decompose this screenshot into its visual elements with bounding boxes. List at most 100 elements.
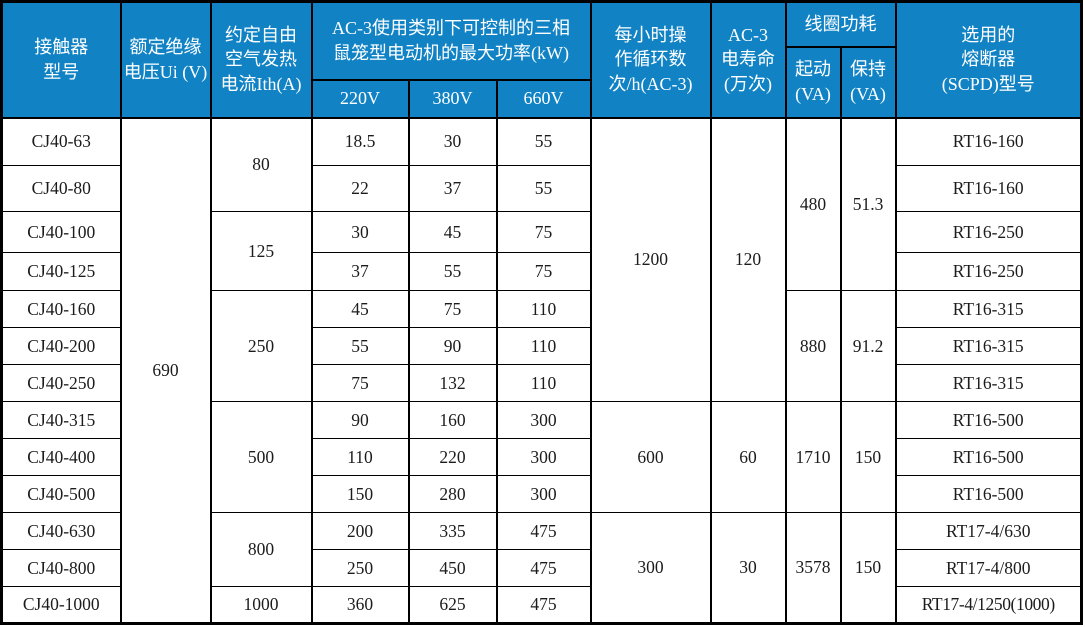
table-row: CJ40-800 250 450 475 RT17-4/800 [0, 549, 1083, 587]
cell-electrical-life: 120 [709, 117, 787, 402]
cell-coil-start: 1710 [784, 401, 842, 513]
cell-operating-cycles: 300 [589, 512, 712, 624]
cell-fuse: RT16-315 [894, 364, 1083, 402]
cell-coil-hold: 150 [839, 401, 897, 513]
col-header-380v: 380V [407, 78, 498, 119]
table-row: CJ40-1000 1000 360 625 475 RT17-4/1250(1… [0, 586, 1083, 624]
cell-power-220: 150 [310, 475, 410, 513]
cell-power-380: 280 [407, 475, 498, 513]
cell-electrical-life: 60 [709, 401, 787, 513]
table-row: CJ40-400 110 220 300 RT16-500 [0, 438, 1083, 476]
col-header-660v: 660V [495, 78, 592, 119]
table-row: CJ40-630 800 200 335 475 300 30 3578 150… [0, 512, 1083, 624]
cell-thermal-current: 1000 [209, 586, 313, 624]
col-header-insulation-voltage: 额定绝缘 电压Ui (V) [119, 0, 212, 119]
cell-fuse: RT16-250 [894, 211, 1083, 253]
cell-power-220: 45 [310, 290, 410, 328]
table-body: CJ40-63 690 80 18.5 30 55 1200 120 480 5… [0, 117, 1083, 624]
col-header-max-power-group: AC-3使用类别下可控制的三相 鼠笼型电动机的最大功率(kW) [310, 0, 592, 81]
cell-model: CJ40-1000 [0, 586, 122, 624]
table-row: CJ40-250 75 132 110 RT16-315 [0, 364, 1083, 402]
cell-power-380: 160 [407, 401, 498, 439]
cell-electrical-life: 30 [709, 512, 787, 624]
cell-power-220: 360 [310, 586, 410, 624]
cell-power-380: 625 [407, 586, 498, 624]
cell-insulation-voltage: 690 [119, 117, 212, 624]
cell-power-660: 110 [495, 327, 592, 365]
cell-power-380: 37 [407, 165, 498, 212]
cell-power-380: 30 [407, 117, 498, 166]
col-header-220v: 220V [310, 78, 410, 119]
cell-power-220: 55 [310, 327, 410, 365]
table-row: CJ40-80 22 37 55 RT16-160 [0, 165, 1083, 212]
table-row: CJ40-63 690 80 18.5 30 55 1200 120 480 5… [0, 117, 1083, 624]
cell-power-660: 75 [495, 252, 592, 291]
col-header-thermal-current: 约定自由 空气发热 电流Ith(A) [209, 0, 313, 119]
cell-model: CJ40-800 [0, 549, 122, 587]
cell-power-660: 55 [495, 117, 592, 166]
cell-model: CJ40-100 [0, 211, 122, 253]
cell-thermal-current: 125 [209, 211, 313, 291]
cell-power-660: 300 [495, 438, 592, 476]
cell-power-660: 475 [495, 549, 592, 587]
cell-operating-cycles: 600 [589, 401, 712, 513]
cell-fuse: RT16-315 [894, 290, 1083, 328]
cell-thermal-current: 80 [209, 117, 313, 212]
cell-power-220: 18.5 [310, 117, 410, 166]
table-row: CJ40-500 150 280 300 RT16-500 [0, 475, 1083, 513]
cell-power-660: 475 [495, 512, 592, 550]
cell-power-220: 37 [310, 252, 410, 291]
col-header-operating-cycles: 每小时操 作循环数 次/h(AC-3) [589, 0, 712, 119]
col-header-contactor-model: 接触器 型号 [0, 0, 122, 119]
cell-model: CJ40-63 [0, 117, 122, 166]
table-row: CJ40-160 250 45 75 110 880 91.2 RT16-315 [0, 290, 1083, 402]
table-row: CJ40-315 500 90 160 300 600 60 1710 150 … [0, 401, 1083, 513]
cell-power-380: 335 [407, 512, 498, 550]
cell-power-220: 30 [310, 211, 410, 253]
table-row: CJ40-200 55 90 110 RT16-315 [0, 327, 1083, 365]
cell-coil-start: 480 [784, 117, 842, 291]
cell-power-220: 200 [310, 512, 410, 550]
cell-model: CJ40-400 [0, 438, 122, 476]
cell-thermal-current: 800 [209, 512, 313, 587]
cell-power-220: 250 [310, 549, 410, 587]
cell-power-660: 75 [495, 211, 592, 253]
cell-fuse: RT16-500 [894, 438, 1083, 476]
cell-fuse: RT17-4/1250(1000) [894, 586, 1083, 624]
col-header-fuse-model: 选用的 熔断器 (SCPD)型号 [894, 0, 1083, 119]
cell-fuse: RT16-315 [894, 327, 1083, 365]
cell-power-660: 300 [495, 475, 592, 513]
cell-fuse: RT16-500 [894, 475, 1083, 513]
cell-power-660: 55 [495, 165, 592, 212]
col-header-electrical-life: AC-3 电寿命 (万次) [709, 0, 787, 119]
cell-power-220: 22 [310, 165, 410, 212]
cell-power-220: 110 [310, 438, 410, 476]
cell-power-660: 110 [495, 290, 592, 328]
cell-operating-cycles: 1200 [589, 117, 712, 402]
cell-model: CJ40-125 [0, 252, 122, 291]
cell-coil-hold: 51.3 [839, 117, 897, 291]
col-header-coil-start: 起动 (VA) [784, 45, 842, 119]
col-header-coil-power-group: 线圈功耗 [784, 0, 897, 48]
cell-thermal-current: 500 [209, 401, 313, 513]
cell-fuse: RT16-160 [894, 165, 1083, 212]
cell-fuse: RT16-500 [894, 401, 1083, 439]
cell-coil-hold: 91.2 [839, 290, 897, 402]
cell-coil-start: 880 [784, 290, 842, 402]
cell-power-660: 475 [495, 586, 592, 624]
cell-power-660: 300 [495, 401, 592, 439]
cell-model: CJ40-630 [0, 512, 122, 550]
cell-model: CJ40-500 [0, 475, 122, 513]
cell-power-380: 75 [407, 290, 498, 328]
cell-model: CJ40-200 [0, 327, 122, 365]
table-row: CJ40-125 37 55 75 RT16-250 [0, 252, 1083, 291]
cell-power-380: 132 [407, 364, 498, 402]
cell-coil-hold: 150 [839, 512, 897, 624]
cell-power-380: 450 [407, 549, 498, 587]
table-header: 接触器 型号 额定绝缘 电压Ui (V) 约定自由 空气发热 电流Ith(A) … [0, 0, 1083, 119]
cell-thermal-current: 250 [209, 290, 313, 402]
cell-model: CJ40-80 [0, 165, 122, 212]
cell-power-220: 90 [310, 401, 410, 439]
